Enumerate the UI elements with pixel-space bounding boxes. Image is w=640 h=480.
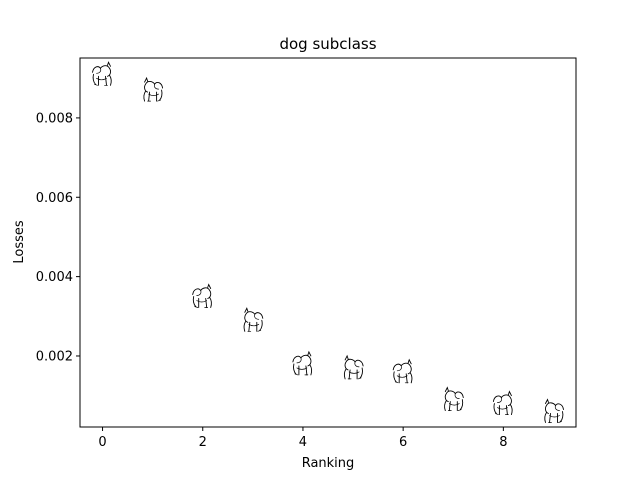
chart-title: dog subclass xyxy=(279,35,376,53)
x-tick-label: 8 xyxy=(499,435,507,450)
y-tick-label: 0.004 xyxy=(36,270,73,285)
data-point-dog-sketch xyxy=(189,283,216,310)
data-point-dog-sketch xyxy=(89,61,116,88)
data-point-dog-sketch xyxy=(239,307,266,334)
data-point-dog-sketch xyxy=(490,390,517,417)
y-tick-label: 0.006 xyxy=(36,191,73,206)
data-point-dog-sketch xyxy=(440,386,467,413)
y-axis-label: Losses xyxy=(12,220,27,264)
x-tick-label: 0 xyxy=(98,435,106,450)
plot-area-frame xyxy=(79,57,577,428)
x-axis-label: Ranking xyxy=(302,456,355,471)
x-tick-label: 4 xyxy=(299,435,307,450)
data-point-dog-sketch xyxy=(340,354,367,381)
data-point-dog-sketch xyxy=(390,358,417,385)
data-point-dog-sketch xyxy=(289,350,316,377)
data-point-dog-sketch xyxy=(139,76,166,104)
markers-layer xyxy=(89,61,567,425)
y-tick-label: 0.002 xyxy=(36,349,73,364)
x-axis: 0 2 4 6 8 xyxy=(98,427,507,450)
y-tick-label: 0.008 xyxy=(36,111,73,126)
x-tick-label: 6 xyxy=(399,435,407,450)
y-axis: 0.002 0.004 0.006 0.008 xyxy=(36,111,80,364)
data-point-dog-sketch xyxy=(540,398,567,425)
x-tick-label: 2 xyxy=(199,435,207,450)
